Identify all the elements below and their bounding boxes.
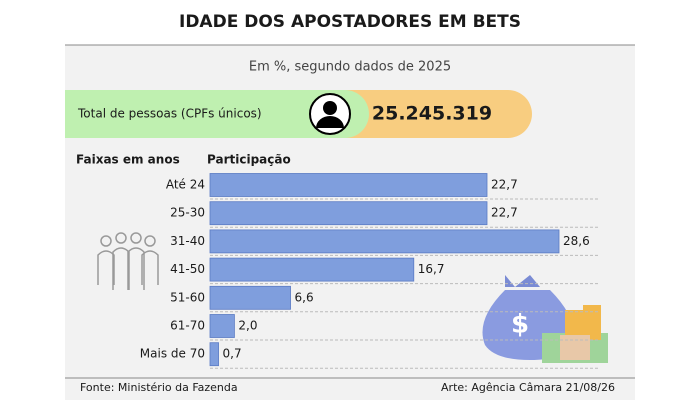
value-label: 16,7 bbox=[418, 262, 445, 276]
bar bbox=[209, 257, 415, 282]
person-head bbox=[323, 101, 337, 115]
category-label: Até 24 bbox=[166, 178, 205, 192]
credit: Arte: Agência Câmara 21/08/26 bbox=[441, 381, 615, 394]
total-label-box bbox=[65, 90, 345, 138]
value-header: Participação bbox=[207, 153, 291, 167]
people-icon bbox=[97, 232, 159, 290]
value-label: 28,6 bbox=[563, 234, 590, 248]
value-label: 22,7 bbox=[491, 178, 518, 192]
total-value: 25.245.319 bbox=[372, 103, 492, 125]
person-body bbox=[316, 116, 344, 128]
value-label: 0,7 bbox=[223, 347, 242, 361]
source: Fonte: Ministério da Fazenda bbox=[80, 381, 238, 394]
chart-title: IDADE DOS APOSTADORES EM BETS bbox=[179, 12, 521, 32]
bar bbox=[209, 285, 291, 310]
pill-curve bbox=[345, 90, 369, 138]
category-label: 41-50 bbox=[170, 262, 205, 276]
total-label: Total de pessoas (CPFs únicos) bbox=[77, 107, 262, 121]
bar bbox=[209, 173, 488, 197]
category-header: Faixas em anos bbox=[76, 153, 180, 167]
category-label: Mais de 70 bbox=[140, 347, 205, 361]
bar bbox=[209, 314, 235, 338]
money-icon: $ bbox=[482, 275, 608, 363]
category-label: 61-70 bbox=[170, 319, 205, 333]
value-label: 2,0 bbox=[238, 319, 257, 333]
chart-subtitle: Em %, segundo dados de 2025 bbox=[249, 60, 451, 75]
value-label: 6,6 bbox=[295, 290, 314, 304]
category-label: 51-60 bbox=[170, 290, 205, 304]
bar bbox=[209, 342, 219, 367]
bar bbox=[209, 229, 560, 254]
svg-text:$: $ bbox=[511, 310, 529, 340]
category-label: 25-30 bbox=[170, 206, 205, 220]
category-label: 31-40 bbox=[170, 234, 205, 248]
value-label: 22,7 bbox=[491, 206, 518, 220]
title-bar bbox=[65, 0, 635, 45]
bar bbox=[209, 201, 488, 226]
